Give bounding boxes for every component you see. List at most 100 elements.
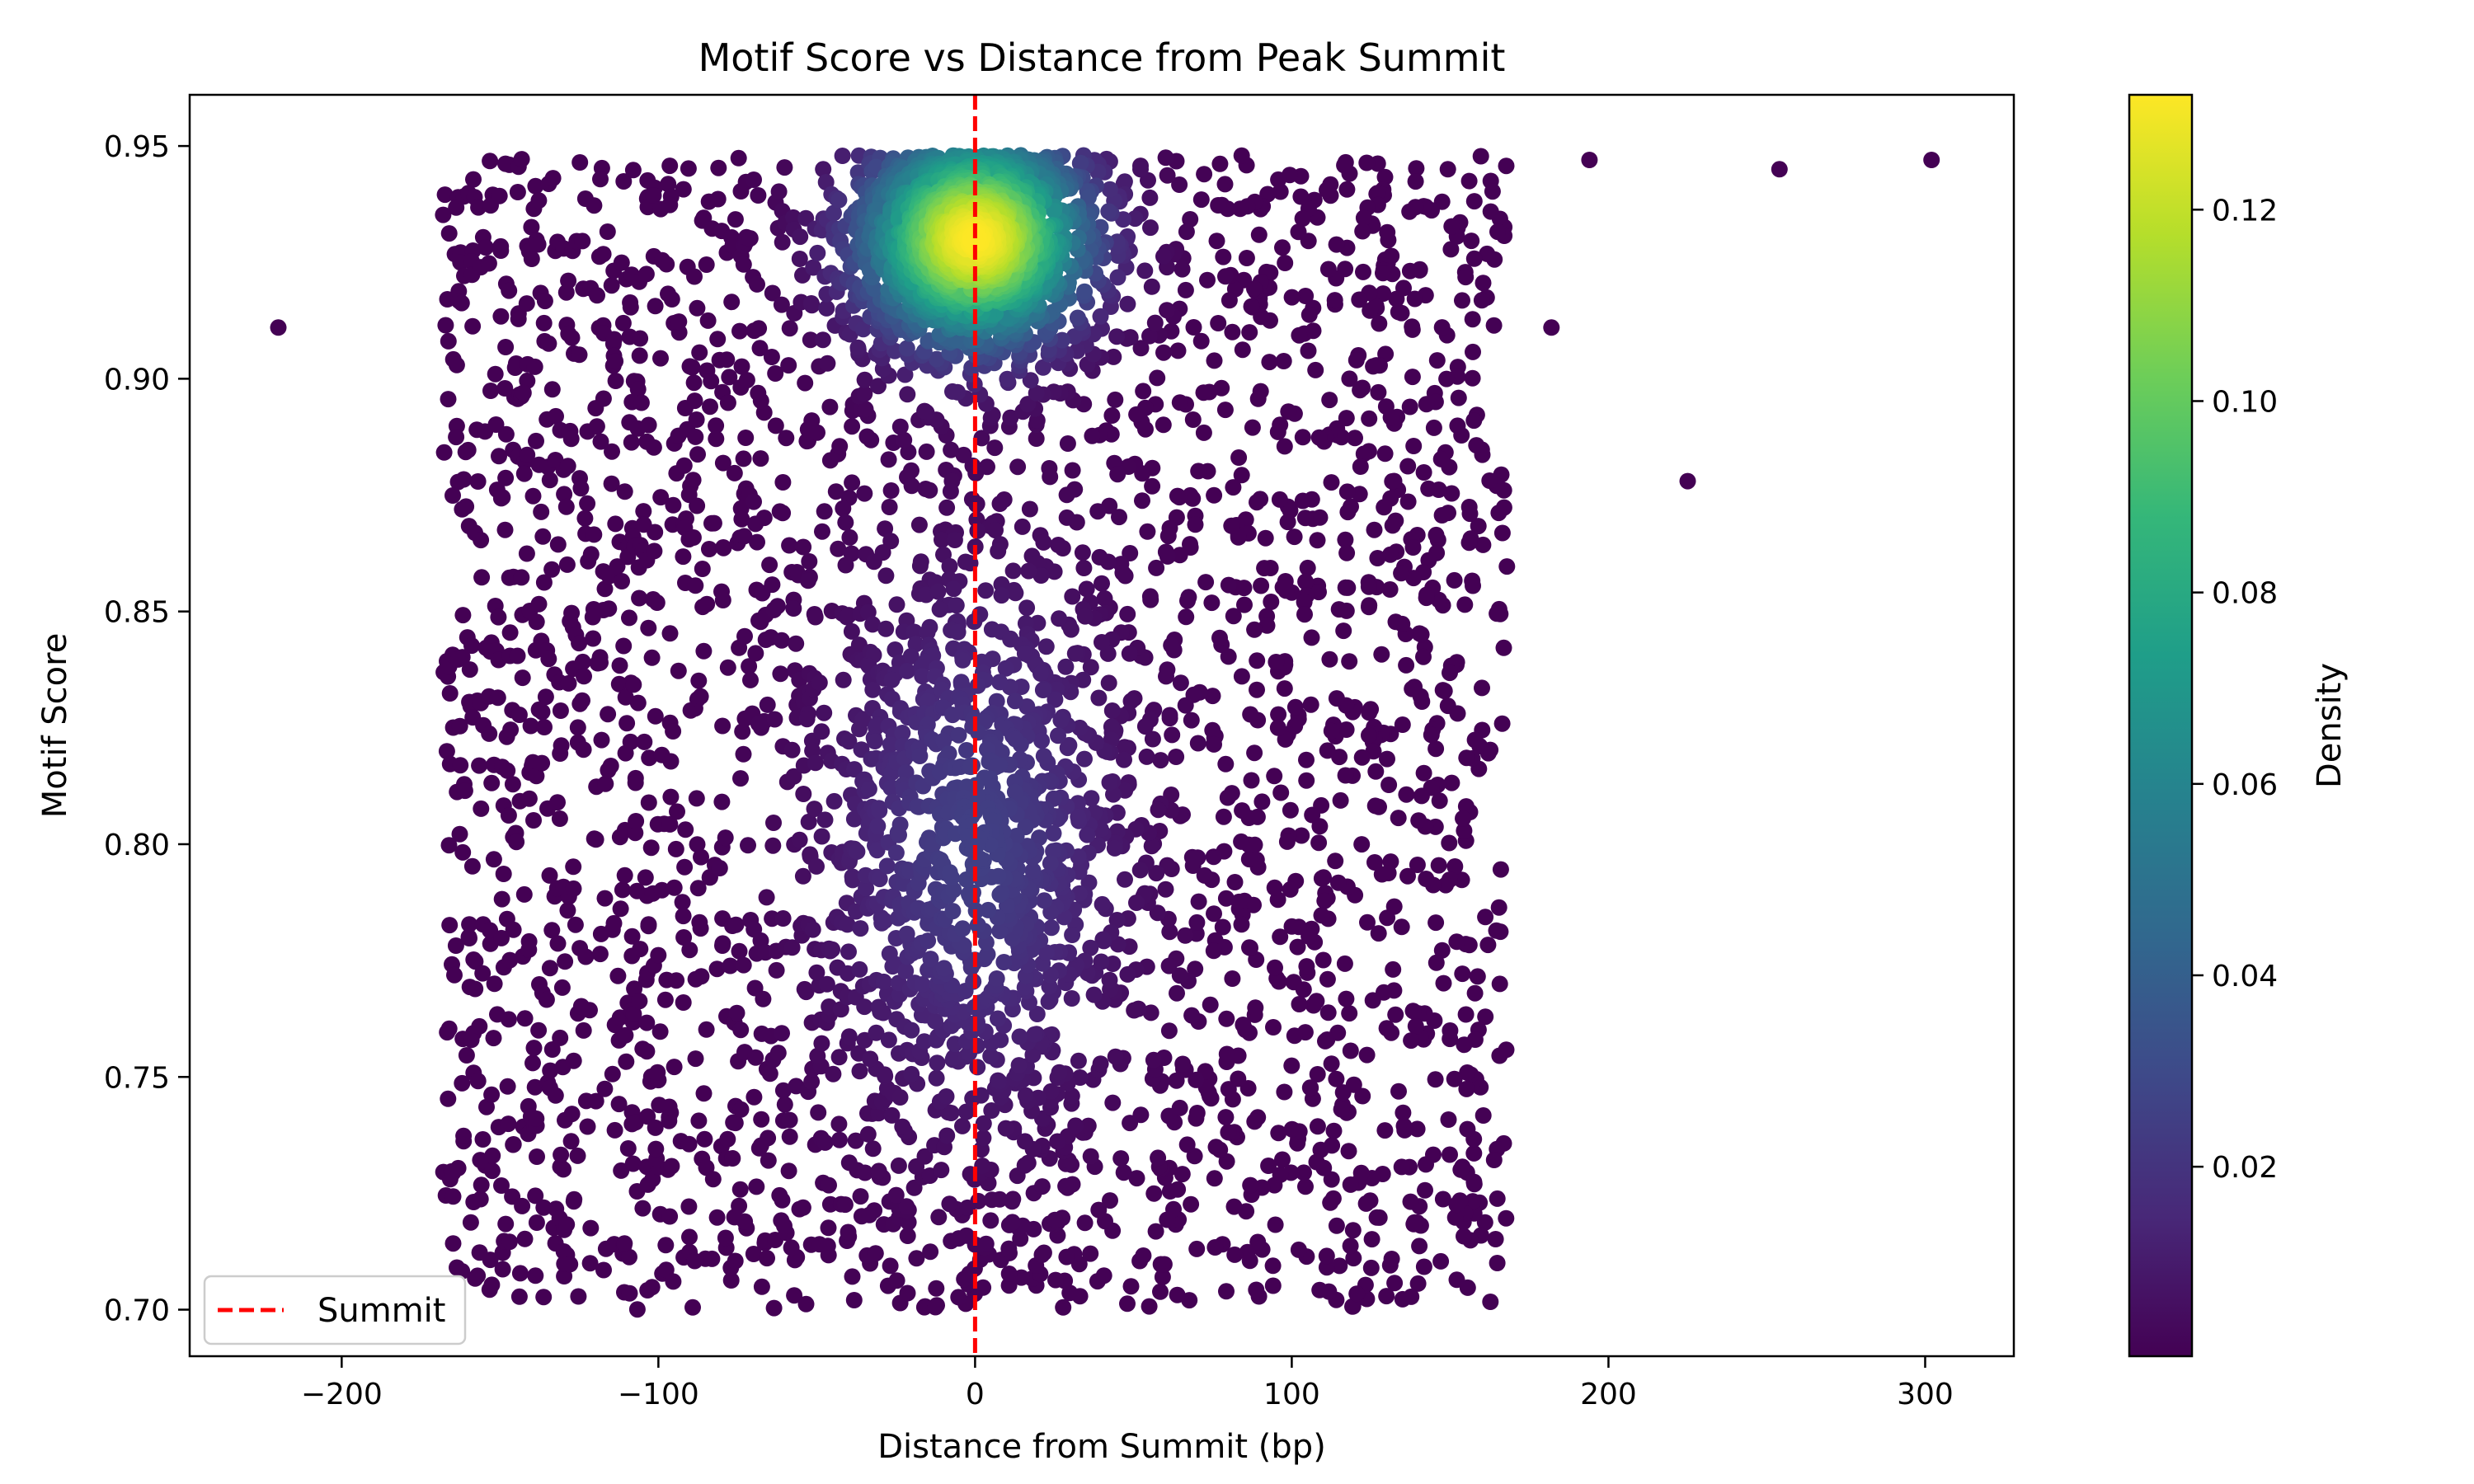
scatter-point xyxy=(995,954,1013,970)
scatter-point xyxy=(1490,899,1507,916)
scatter-point xyxy=(766,711,783,728)
scatter-point xyxy=(1498,1209,1515,1227)
scatter-point xyxy=(623,434,640,451)
scatter-point xyxy=(645,439,662,456)
scatter-point xyxy=(1283,1057,1300,1074)
scatter-point xyxy=(569,1147,586,1164)
scatter-point xyxy=(596,890,614,907)
scatter-point xyxy=(737,430,755,446)
scatter-point xyxy=(603,475,620,492)
scatter-point xyxy=(631,993,648,1010)
scatter-point xyxy=(931,601,948,618)
scatter-point xyxy=(528,768,545,785)
scatter-point xyxy=(662,753,680,770)
scatter-point xyxy=(703,373,720,390)
scatter-point xyxy=(852,1188,869,1205)
scatter-point xyxy=(719,1130,736,1148)
scatter-point xyxy=(1395,1117,1413,1134)
scatter-point xyxy=(538,991,555,1008)
scatter-point xyxy=(621,1284,638,1302)
scatter-point xyxy=(1477,909,1494,926)
scatter-point xyxy=(499,762,516,779)
scatter-point xyxy=(1342,1176,1359,1193)
scatter-point xyxy=(440,1020,458,1037)
scatter-point xyxy=(515,885,533,903)
scatter-point xyxy=(616,1235,633,1252)
scatter-point xyxy=(785,768,802,785)
scatter-point xyxy=(1304,806,1321,824)
scatter-point xyxy=(1310,834,1328,852)
scatter-point xyxy=(741,658,758,675)
scatter-point xyxy=(518,545,535,562)
scatter-point xyxy=(548,407,564,425)
scatter-point xyxy=(556,486,573,503)
scatter-point xyxy=(1581,152,1598,168)
scatter-point xyxy=(1134,492,1150,510)
scatter-point xyxy=(643,649,661,666)
scatter-point xyxy=(667,840,684,857)
scatter-point xyxy=(1236,596,1253,613)
scatter-point xyxy=(444,1188,462,1205)
scatter-point xyxy=(1036,892,1053,909)
scatter-point xyxy=(749,275,765,293)
scatter-point xyxy=(508,834,525,851)
scatter-point xyxy=(1141,189,1159,206)
scatter-point xyxy=(440,332,457,350)
scatter-point xyxy=(1211,629,1228,646)
scatter-point xyxy=(1456,1228,1472,1245)
scatter-point xyxy=(891,418,909,435)
scatter-point xyxy=(977,1235,995,1252)
scatter-point xyxy=(483,1086,501,1103)
scatter-point xyxy=(1491,975,1508,993)
scatter-point xyxy=(1308,1153,1325,1171)
scatter-point xyxy=(1219,789,1236,806)
scatter-point xyxy=(474,1131,492,1148)
scatter-point xyxy=(1361,726,1377,744)
scatter-point xyxy=(670,313,688,331)
scatter-point xyxy=(1463,232,1480,250)
scatter-point xyxy=(451,825,468,843)
scatter-point xyxy=(1121,645,1138,662)
scatter-point xyxy=(1249,1233,1267,1251)
scatter-point xyxy=(549,536,567,553)
scatter-point xyxy=(1089,503,1107,520)
scatter-point xyxy=(440,1090,457,1107)
scatter-point xyxy=(1106,839,1123,857)
scatter-point xyxy=(1168,1072,1185,1089)
scatter-point xyxy=(1375,265,1391,282)
scatter-point xyxy=(1274,239,1291,256)
scatter-point xyxy=(1084,427,1101,444)
scatter-point xyxy=(795,538,812,556)
scatter-point xyxy=(604,1065,621,1082)
scatter-point xyxy=(1307,361,1324,378)
scatter-point xyxy=(890,1157,907,1174)
scatter-point xyxy=(570,1288,587,1305)
scatter-point xyxy=(469,473,487,490)
scatter-point xyxy=(767,417,784,434)
scatter-point xyxy=(1010,1057,1028,1074)
scatter-point xyxy=(715,539,732,556)
scatter-point xyxy=(938,1088,955,1105)
scatter-point xyxy=(1169,342,1187,359)
scatter-point xyxy=(851,960,868,978)
scatter-point xyxy=(1363,1231,1380,1248)
scatter-point xyxy=(1440,1111,1457,1128)
scatter-point xyxy=(844,418,861,435)
scatter-point xyxy=(1210,315,1227,331)
scatter-point xyxy=(589,287,605,304)
scatter-point xyxy=(463,857,481,875)
scatter-point xyxy=(1152,752,1169,769)
scatter-point xyxy=(1225,1198,1243,1215)
scatter-point xyxy=(593,731,610,749)
scatter-point xyxy=(1376,168,1394,186)
scatter-point xyxy=(465,171,482,188)
scatter-point xyxy=(1323,474,1340,491)
scatter-point xyxy=(1482,1294,1499,1310)
scatter-point xyxy=(1459,1064,1476,1081)
scatter-point xyxy=(562,1256,579,1273)
scatter-point xyxy=(1404,680,1421,697)
scatter-point xyxy=(447,937,464,954)
scatter-point xyxy=(493,1177,510,1194)
scatter-point xyxy=(1679,472,1696,490)
scatter-point xyxy=(454,843,472,861)
